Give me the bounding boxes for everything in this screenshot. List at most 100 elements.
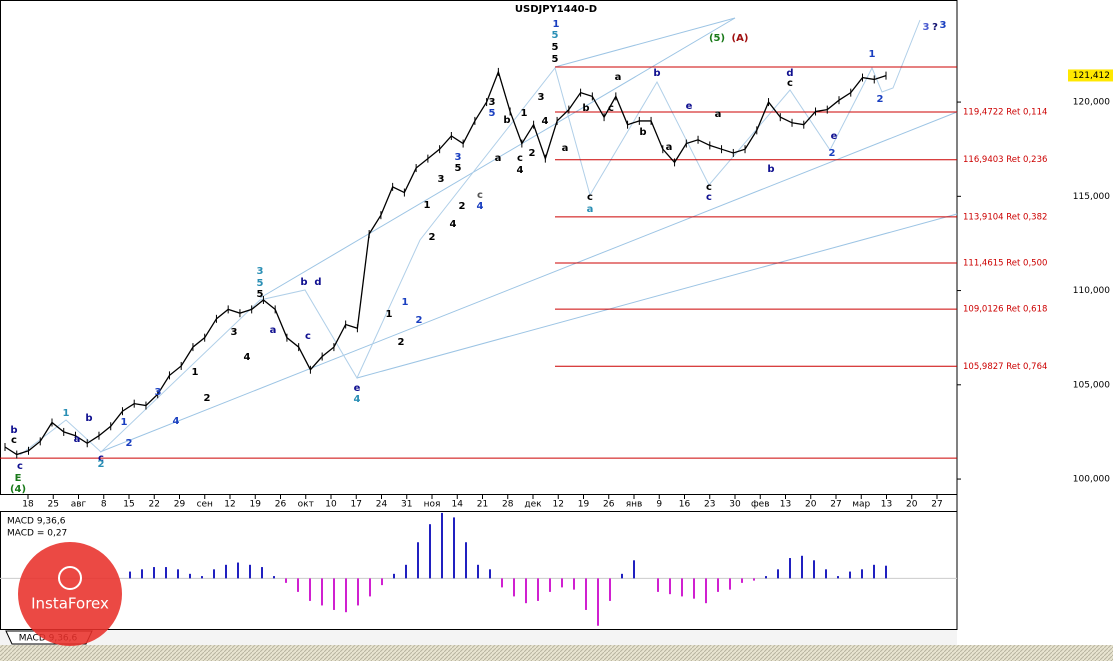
macd-bar — [765, 576, 767, 579]
wave-label: d — [314, 277, 321, 288]
wave-label: 5 — [552, 42, 559, 53]
retracement-label: 111,4615 Ret 0,500 — [963, 259, 1047, 269]
x-tick-label: ноя — [424, 500, 441, 510]
x-tick-label: 26 — [603, 500, 615, 510]
x-tick-label: окт — [298, 500, 314, 510]
x-tick-label: янв — [626, 500, 643, 510]
x-tick-label: 13 — [881, 500, 892, 510]
wave-label: a — [270, 325, 277, 336]
macd-bar — [849, 571, 851, 579]
y-tick-label: 100,000 — [1073, 475, 1110, 485]
retracement-label: 109,0126 Ret 0,618 — [963, 305, 1047, 315]
wave-label: 3 — [155, 387, 162, 398]
x-tick-label: 20 — [805, 500, 817, 510]
macd-bar — [273, 576, 275, 579]
retracement-label: 113,9104 Ret 0,382 — [963, 212, 1047, 222]
x-tick-label: 28 — [502, 500, 514, 510]
macd-bar — [321, 578, 323, 606]
wave-label: 4 — [542, 116, 549, 127]
wave-label: b — [639, 127, 646, 138]
macd-bar — [201, 576, 203, 579]
x-tick-label: 13 — [780, 500, 791, 510]
x-tick-label: 17 — [351, 500, 362, 510]
x-tick-label: 12 — [224, 500, 235, 510]
last-price-box — [1068, 69, 1113, 82]
macd-bar — [573, 578, 575, 590]
x-tick-label: мар — [852, 500, 870, 510]
wave-label: b — [653, 68, 660, 79]
macd-bar — [141, 569, 143, 579]
macd-bar — [537, 578, 539, 601]
wave-label: 3 — [538, 92, 545, 103]
macd-bar — [453, 517, 455, 579]
wave-label: E — [15, 473, 22, 484]
macd-bar — [213, 569, 215, 579]
x-tick-label: авг — [71, 500, 87, 510]
wave-label: 2 — [429, 232, 436, 243]
wave-label: 2 — [416, 315, 423, 326]
y-tick-label: 105,000 — [1073, 380, 1110, 390]
macd-bar — [345, 578, 347, 613]
wave-label: 1 — [553, 19, 560, 30]
wave-label: 4 — [354, 394, 361, 405]
macd-bar — [357, 578, 359, 606]
wave-label: c — [11, 435, 17, 446]
y-tick-label: 120,000 — [1073, 98, 1110, 108]
macd-bar — [477, 564, 479, 579]
wave-label: 3 — [455, 152, 462, 163]
x-tick-label: сен — [197, 500, 213, 510]
retracement-label: 105,9827 Ret 0,764 — [963, 362, 1047, 372]
wave-label: 1 — [386, 309, 393, 320]
macd-bar — [705, 578, 707, 604]
wave-label: 1 — [63, 408, 70, 419]
wave-label: 2 — [398, 337, 405, 348]
macd-bar — [609, 578, 611, 601]
macd-bar — [873, 564, 875, 579]
wave-label: 4 — [450, 219, 457, 230]
watermark-icon — [58, 566, 82, 590]
macd-bar — [489, 569, 491, 579]
trend-line — [554, 17, 736, 68]
x-tick-label: 29 — [174, 500, 186, 510]
macd-bar — [189, 573, 191, 579]
wave-label: 5 — [552, 30, 559, 41]
x-tick-label: 20 — [906, 500, 918, 510]
macd-bar — [129, 571, 131, 579]
macd-bar — [729, 578, 731, 590]
x-tick-label: 25 — [48, 500, 59, 510]
wave-label: b — [85, 413, 92, 424]
wave-label: (4) — [10, 484, 26, 495]
wave-label: d — [786, 68, 793, 79]
macd-bar — [465, 542, 467, 579]
trend-line — [99, 111, 958, 453]
x-tick-label: 27 — [830, 500, 841, 510]
wave-label: 4 — [517, 165, 524, 176]
macd-bar — [777, 569, 779, 579]
wave-label: 1 — [869, 49, 876, 60]
macd-bar — [669, 578, 671, 595]
x-tick-label: 27 — [931, 500, 942, 510]
watermark-text: InstaForex — [31, 595, 109, 613]
macd-bar — [801, 555, 803, 579]
wave-label: a — [615, 72, 622, 83]
macd-bar — [249, 564, 251, 579]
x-tick-label: 10 — [325, 500, 337, 510]
wave-label: 3 — [923, 22, 930, 33]
wave-label: 2 — [98, 459, 105, 470]
macd-bar — [309, 578, 311, 601]
wave-label: (5) — [709, 33, 725, 44]
wave-label: 3 — [438, 174, 445, 185]
wave-label: ? — [932, 22, 938, 33]
wave-label: 3 — [940, 20, 947, 31]
tab-strip — [0, 630, 957, 645]
wave-label: c — [98, 453, 104, 464]
macd-bar — [285, 578, 287, 583]
x-tick-label: 14 — [452, 500, 464, 510]
wave-label: 1 — [192, 367, 199, 378]
watermark-badge — [18, 542, 122, 646]
x-tick-label: фев — [751, 500, 770, 510]
wave-label: a — [495, 153, 502, 164]
wave-label: c — [587, 192, 593, 203]
watermark: InstaForex — [18, 542, 122, 646]
macd-bar — [501, 578, 503, 588]
